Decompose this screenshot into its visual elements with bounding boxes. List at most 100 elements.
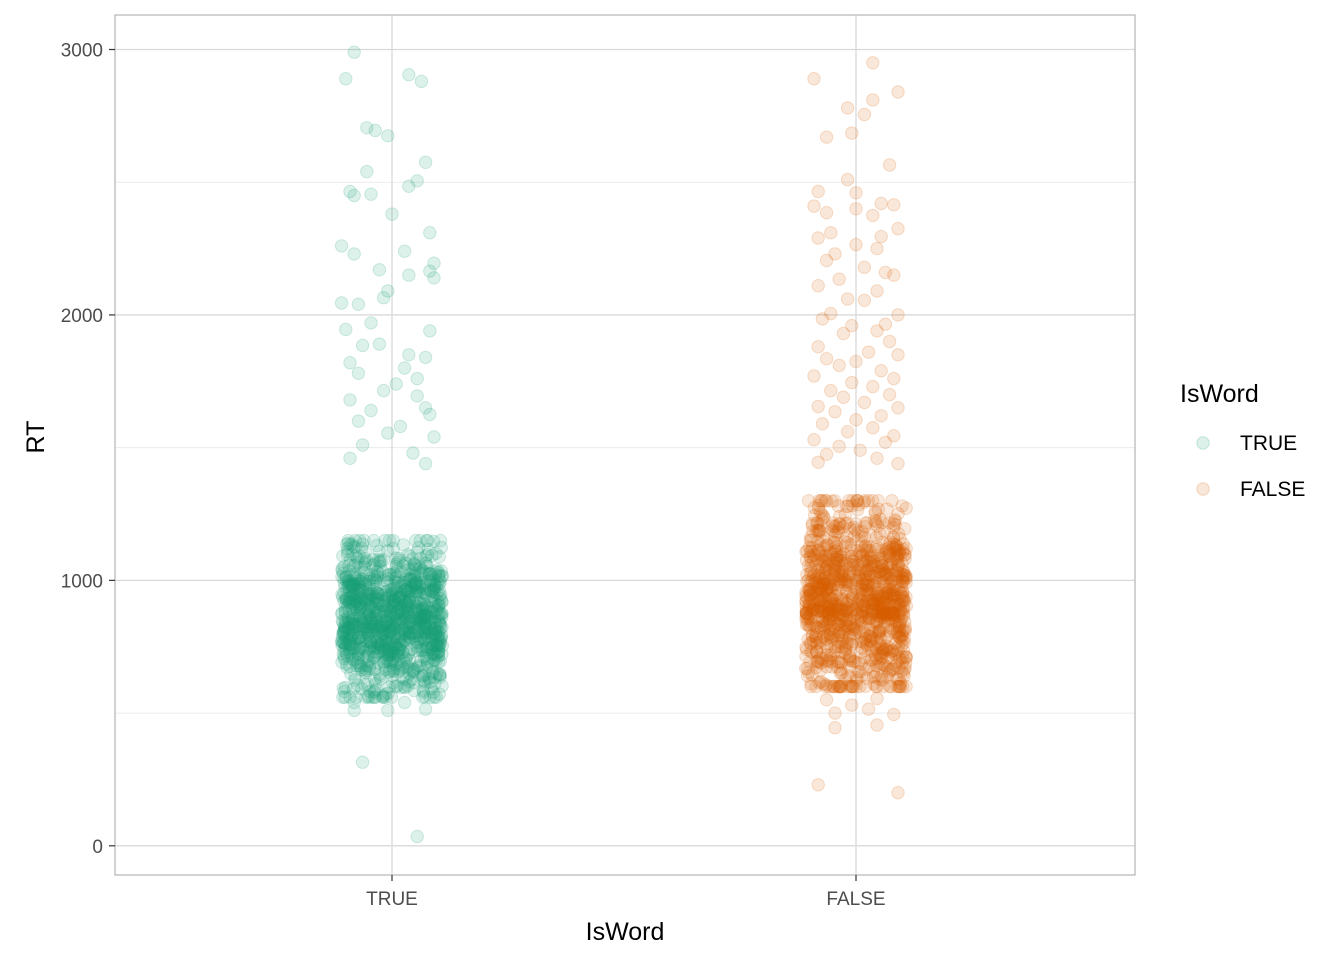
data-point	[364, 613, 379, 627]
data-point	[807, 369, 821, 383]
data-point	[397, 361, 412, 375]
data-point	[853, 443, 867, 457]
data-point	[426, 685, 440, 700]
data-point	[337, 627, 352, 642]
data-point	[394, 680, 408, 695]
data-point	[337, 625, 351, 639]
data-point	[832, 272, 846, 286]
data-point	[338, 690, 352, 704]
data-point	[831, 602, 845, 617]
data-point	[431, 649, 445, 664]
data-point	[874, 409, 888, 423]
data-point	[891, 222, 905, 236]
data-point	[367, 572, 382, 587]
data-point	[849, 354, 863, 369]
data-point	[398, 634, 412, 648]
data-point	[424, 585, 439, 599]
data-point	[371, 594, 385, 608]
data-point	[390, 597, 405, 611]
data-point	[371, 618, 386, 633]
data-point	[340, 660, 354, 674]
data-point	[383, 617, 397, 631]
data-point	[358, 545, 372, 559]
data-point	[366, 552, 380, 567]
data-point	[432, 625, 446, 639]
data-point	[341, 533, 355, 548]
data-point	[414, 576, 428, 590]
data-point	[338, 642, 353, 656]
data-point	[339, 646, 353, 660]
data-point	[377, 642, 391, 657]
data-point	[417, 668, 432, 682]
data-point	[410, 626, 424, 640]
data-point	[887, 707, 901, 722]
data-point	[337, 559, 351, 574]
data-point	[334, 634, 349, 649]
data-point	[402, 625, 416, 640]
data-point	[816, 560, 830, 574]
data-point	[363, 623, 377, 637]
data-point	[819, 130, 834, 144]
data-point	[372, 544, 386, 559]
data-point	[402, 348, 416, 362]
data-point	[381, 649, 395, 663]
data-point	[402, 616, 416, 630]
data-point	[336, 681, 350, 695]
data-point	[352, 574, 366, 588]
data-point	[357, 616, 371, 630]
data-point	[423, 324, 437, 338]
data-point	[413, 578, 427, 592]
data-point	[433, 614, 447, 628]
data-point	[432, 687, 446, 701]
data-point	[348, 570, 362, 584]
data-point	[418, 616, 432, 631]
data-point	[402, 625, 416, 639]
data-point	[398, 625, 413, 639]
data-point	[897, 593, 911, 608]
data-point	[368, 649, 382, 663]
data-point	[339, 680, 353, 695]
data-point	[423, 226, 437, 240]
data-point	[341, 637, 355, 652]
data-point	[432, 644, 446, 659]
data-point	[334, 239, 349, 253]
data-point	[361, 627, 375, 642]
data-point	[357, 566, 371, 580]
data-point	[355, 615, 370, 629]
data-point	[372, 555, 387, 570]
data-point	[887, 371, 901, 386]
data-point	[410, 635, 424, 649]
data-point	[434, 631, 448, 646]
data-point	[423, 604, 437, 619]
data-point	[418, 702, 433, 716]
data-point	[400, 596, 414, 610]
data-point	[391, 648, 406, 662]
data-point	[370, 593, 385, 607]
data-point	[374, 620, 388, 634]
data-point	[337, 635, 351, 650]
data-point	[362, 568, 376, 582]
data-point	[382, 619, 397, 634]
data-point	[351, 631, 365, 646]
data-point	[348, 670, 362, 684]
data-point	[431, 614, 445, 628]
data-point	[421, 640, 435, 654]
data-point	[829, 525, 844, 539]
data-point	[399, 652, 413, 667]
data-point	[370, 568, 384, 583]
data-point	[414, 654, 428, 668]
data-point	[419, 660, 433, 675]
data-point	[424, 614, 438, 629]
data-point	[408, 566, 422, 580]
data-point	[861, 345, 876, 359]
data-point	[801, 665, 816, 679]
data-point	[364, 403, 378, 418]
data-point	[381, 129, 395, 143]
data-point	[350, 585, 364, 599]
data-point	[815, 312, 830, 326]
data-point	[340, 634, 355, 648]
data-point	[811, 231, 825, 245]
data-point	[891, 786, 905, 800]
data-point	[391, 626, 406, 640]
data-point	[374, 644, 388, 658]
